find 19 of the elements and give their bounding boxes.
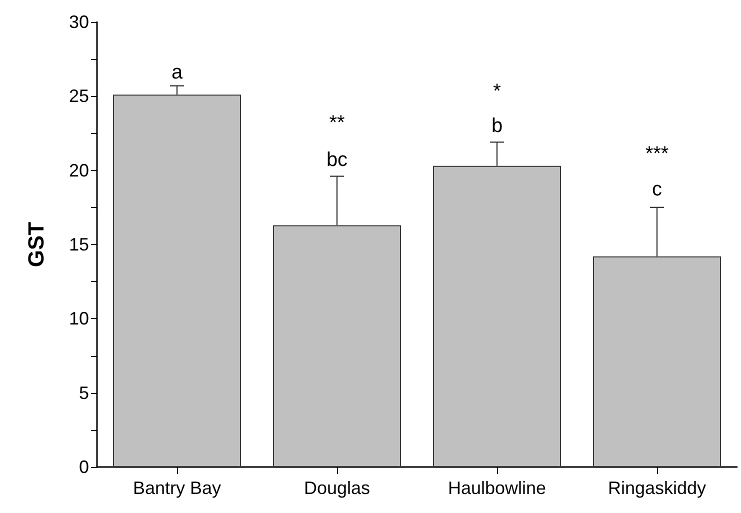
x-tick-label: Douglas	[304, 478, 370, 498]
y-tick-label: 15	[68, 234, 89, 254]
annotation: c	[652, 178, 662, 201]
y-tick-label: 25	[68, 86, 89, 106]
y-tick-label: 20	[68, 160, 89, 180]
y-axis-title: GST	[24, 221, 48, 268]
y-tick-label: 10	[68, 308, 89, 329]
annotation: *	[493, 80, 502, 103]
annotation: bc	[326, 148, 348, 171]
annotation: **	[329, 112, 345, 134]
annotation: a	[171, 61, 184, 84]
annotation: ***	[645, 143, 669, 166]
y-tick-label: 5	[78, 382, 89, 403]
y-tick-label: 0	[78, 457, 89, 477]
annotation: b	[491, 114, 503, 137]
x-tick-label: Ringaskiddy	[608, 478, 706, 498]
y-tick-label: 30	[68, 12, 89, 32]
x-tick-label: Bantry Bay	[132, 478, 222, 498]
x-tick-label: Haulbowline	[448, 478, 546, 498]
